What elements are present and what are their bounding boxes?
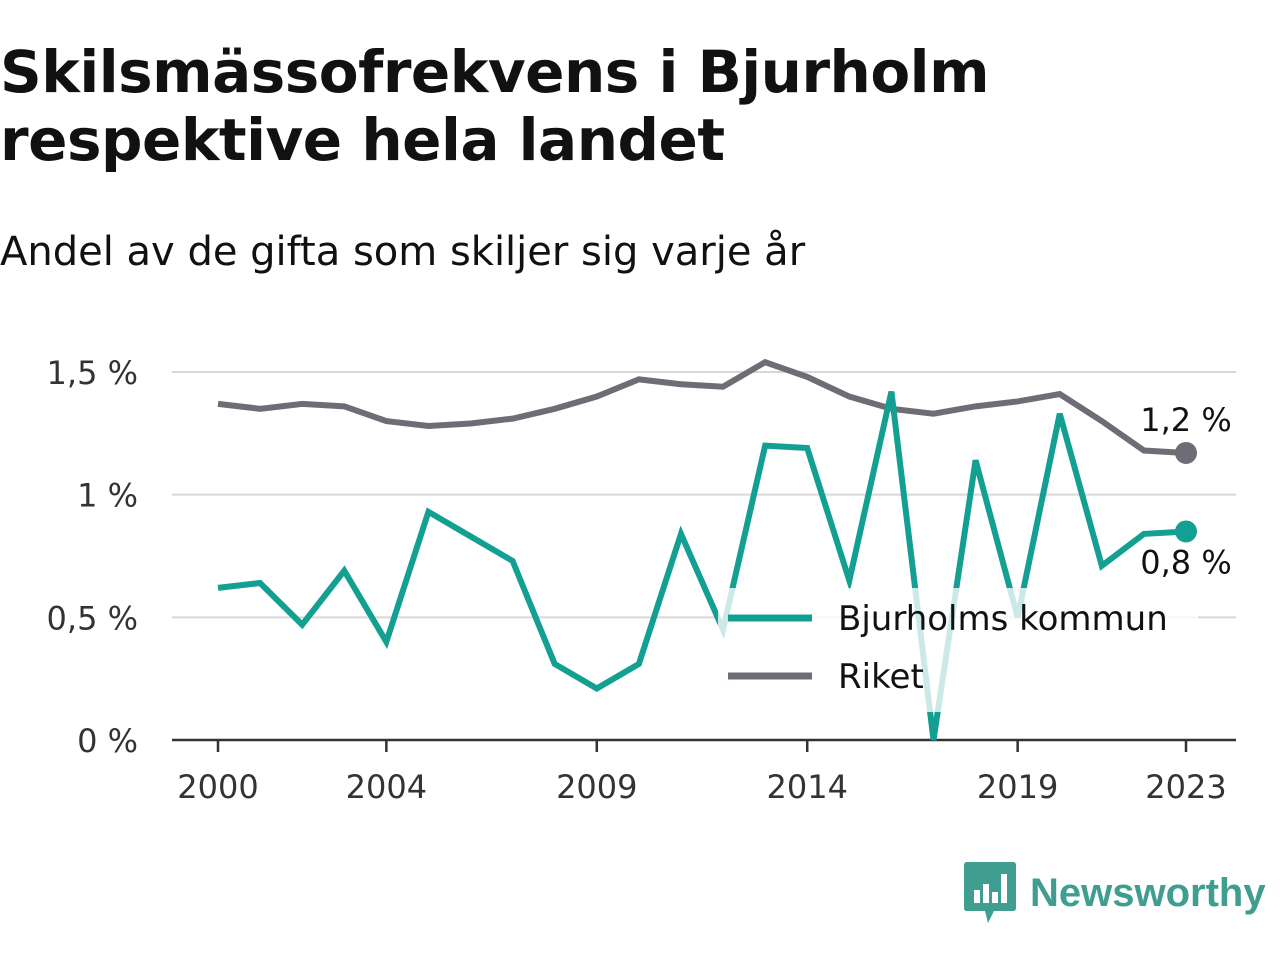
newsworthy-logo-icon [964,862,1016,923]
x-tick-label: 2009 [556,768,637,806]
y-tick-label: 0 % [77,722,138,760]
y-tick-label: 0,5 % [47,599,138,637]
y-tick-label: 1 % [77,477,138,515]
x-tick-label: 2000 [177,768,258,806]
legend-label: Riket [838,657,924,697]
x-axis: 2000 2004 2009 2014 2019 2023 [172,738,1236,806]
chart-title: Skilsmässofrekvens i Bjurholm respektive… [0,38,990,174]
series-end-label: 0,8 % [1140,543,1231,581]
legend: Bjurholms kommun Riket [718,588,1198,712]
chart-subtitle: Andel av de gifta som skiljer sig varje … [0,229,806,275]
x-tick-label: 2014 [766,768,847,806]
series-line-bjurholm [217,390,1187,741]
series-lines [217,358,1197,741]
legend-background [718,588,1198,712]
brand: Newsworthy [964,862,1266,924]
x-tick-label: 2023 [1145,768,1226,806]
y-tick-label: 1,5 % [47,354,138,392]
end-labels: 1,2 % 0,8 % [1140,401,1231,582]
x-tick-label: 2004 [346,768,427,806]
series-line-riket [217,358,1187,456]
legend-label: Bjurholms kommun [838,599,1168,639]
series-end-point [1175,520,1197,543]
x-tick-label: 2019 [977,768,1058,806]
series-end-point [1175,441,1197,464]
series-end-label: 1,2 % [1140,401,1231,439]
brand-name: Newsworthy [1030,870,1266,915]
